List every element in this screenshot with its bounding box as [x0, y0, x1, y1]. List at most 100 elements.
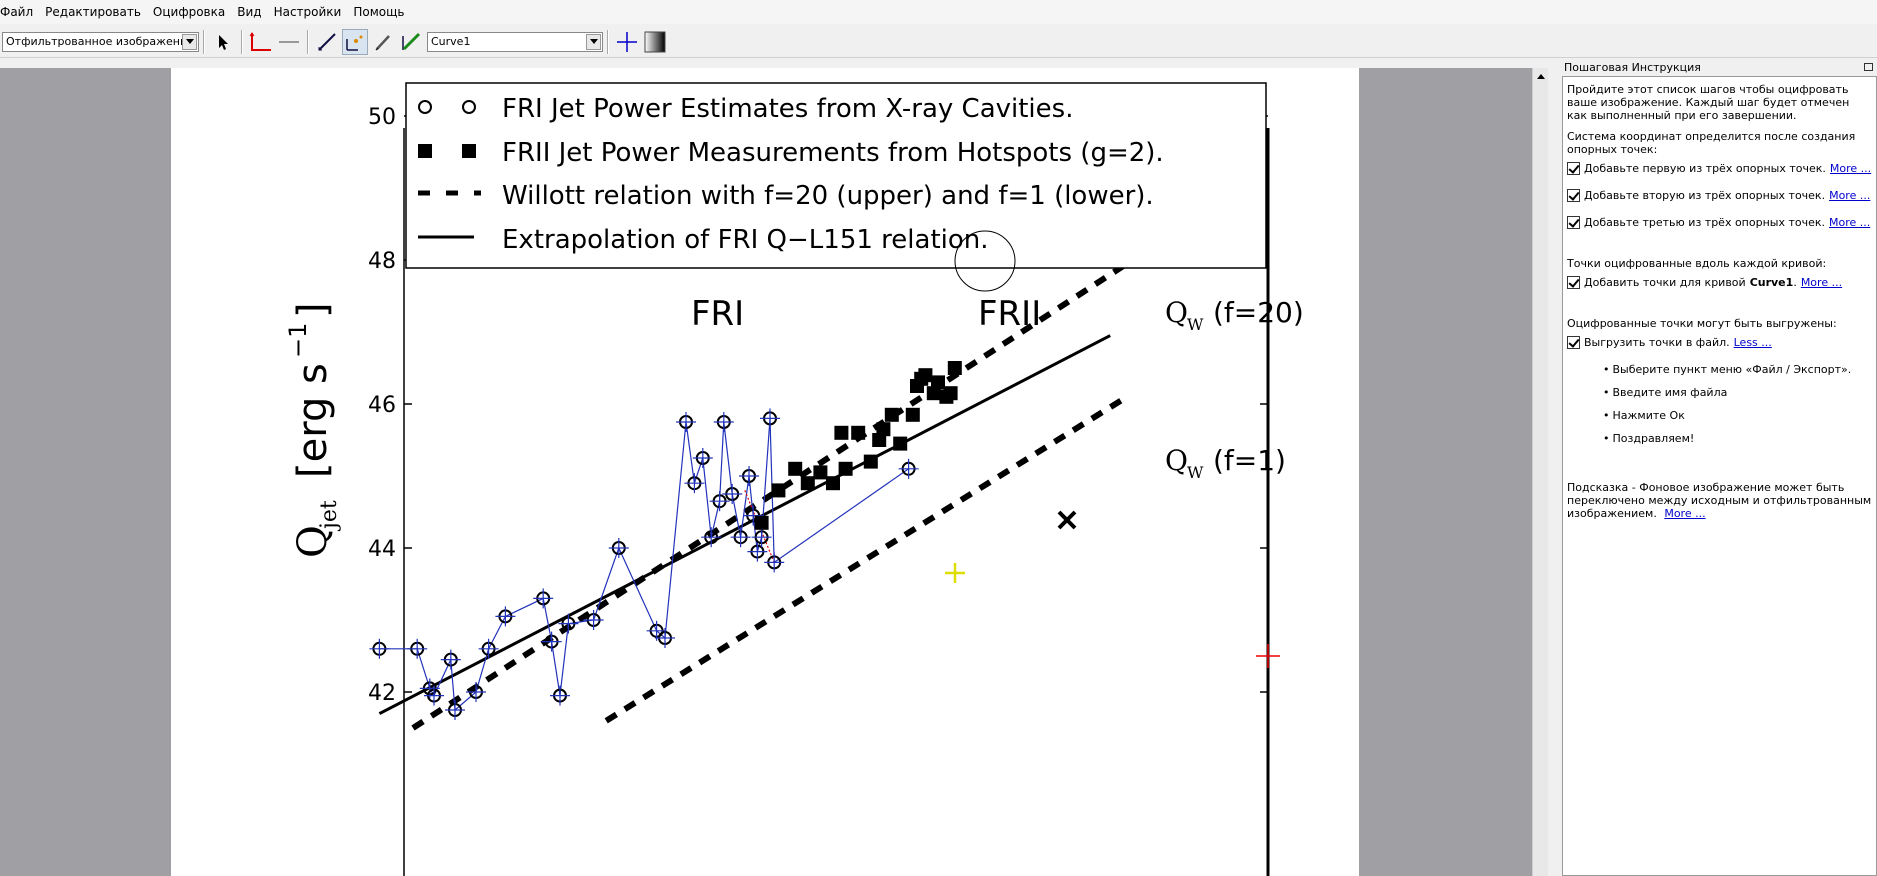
y-axis-unit-sup: −1 — [284, 323, 312, 358]
select-tool-button[interactable] — [210, 29, 236, 55]
checkbox-checked-icon — [1567, 162, 1580, 175]
scroll-up-icon[interactable] — [1533, 68, 1548, 84]
frii-point — [918, 368, 933, 383]
y-axis-q: Q — [290, 525, 336, 558]
curve-select-value: Curve1 — [431, 34, 471, 48]
lower-line-label: Q W (f=1) — [1165, 444, 1286, 482]
curve-select[interactable]: Curve1 — [427, 31, 603, 52]
legend-entry-willott: Willott relation with f=20 (upper) and f… — [502, 181, 1154, 211]
frii-point — [838, 461, 853, 476]
step-curve: Добавить точки для кривой Curve1. More .… — [1567, 276, 1872, 289]
axis-points-tool-button[interactable] — [248, 29, 274, 55]
curve-text: Точки оцифрованные вдоль каждой кривой: — [1567, 257, 1827, 270]
vertical-scrollbar[interactable] — [1532, 68, 1548, 876]
frii-point — [788, 461, 803, 476]
cursor-icon — [219, 34, 228, 50]
selection-marker[interactable] — [945, 563, 965, 583]
frii-point — [893, 436, 908, 451]
axis-point-marker[interactable] — [1256, 644, 1280, 668]
toolbar-separator — [607, 29, 609, 54]
checklist-body: Пройдите этот список шагов чтобы оцифров… — [1562, 76, 1877, 876]
y-tick-label: 44 — [368, 537, 396, 562]
color-picker-tool-button[interactable] — [370, 29, 396, 55]
step-text: Добавить точки для кривой — [1584, 276, 1746, 289]
menu-view[interactable]: Вид — [237, 5, 262, 19]
bullet-item: Введите имя файла — [1603, 386, 1872, 399]
frii-point — [800, 476, 815, 491]
cursor-circle — [954, 230, 1016, 292]
frii-point — [943, 386, 958, 401]
chevron-down-icon[interactable] — [586, 33, 601, 50]
menu-digitize[interactable]: Оцифровка — [152, 5, 226, 19]
more-link[interactable]: More ... — [1829, 189, 1871, 202]
y-tick-label: 48 — [368, 249, 396, 274]
checkbox-checked-icon — [1567, 189, 1580, 202]
menu-edit[interactable]: Редактировать — [45, 5, 141, 19]
menu-settings[interactable]: Настройки — [273, 5, 342, 19]
menu-help[interactable]: Помощь — [353, 5, 405, 19]
legend-marker-open-circle — [462, 100, 476, 114]
gradient-button[interactable] — [642, 29, 668, 55]
more-link[interactable]: More ... — [1829, 216, 1871, 229]
frii-point — [884, 407, 899, 422]
chevron-down-icon[interactable] — [182, 33, 197, 50]
willott-lower-line — [604, 394, 1129, 724]
y-axis-unit-end: ] — [290, 302, 336, 318]
upper-line-q: Q — [1165, 296, 1188, 329]
step-text: Добавьте первую из трёх опорных точек. — [1584, 162, 1826, 175]
upper-line-f: (f=20) — [1213, 296, 1304, 329]
step-axis-2: Добавьте вторую из трёх опорных точек. M… — [1567, 189, 1872, 202]
image-page: 42 44 46 48 50 Q jet [erg s −1 ] FRI FRII Q … — [171, 68, 1359, 876]
segment-fill-tool-button[interactable] — [398, 29, 424, 55]
more-link[interactable]: More ... — [1664, 507, 1706, 520]
gradient-icon — [644, 31, 666, 52]
frii-point — [813, 465, 828, 480]
legend-marker-filled-square — [462, 144, 476, 158]
coord-text: Система координат определится после созд… — [1567, 130, 1856, 156]
curve-points-icon — [318, 32, 336, 51]
checklist-panel: Пошаговая Инструкция Пройдите этот списо… — [1562, 60, 1877, 876]
checkbox-checked-icon — [1567, 216, 1580, 229]
point-match-tool-button[interactable] — [342, 28, 368, 55]
toolbar-separator — [307, 29, 309, 54]
background-view-select[interactable]: Отфильтрованное изображение — [2, 31, 199, 52]
legend-entry-frii: FRII Jet Power Measurements from Hotspot… — [502, 138, 1164, 168]
frii-point — [826, 476, 840, 491]
toolbar-separator — [203, 29, 205, 54]
hint-text: Подсказка - Фоновое изображение может бы… — [1567, 481, 1872, 520]
toolbar: Отфильтрованное изображение Curve1 — [0, 26, 1877, 58]
curve-name: Curve1 — [1749, 276, 1794, 289]
frii-point — [905, 407, 920, 422]
float-icon[interactable] — [1864, 63, 1873, 71]
menu-file[interactable]: Файл — [0, 5, 34, 19]
frii-point — [834, 425, 849, 440]
relation-lines — [378, 261, 1129, 731]
export-text: Оцифрованные точки могут быть выгружены: — [1567, 317, 1837, 330]
y-tick-label: 42 — [368, 681, 396, 706]
more-link[interactable]: More ... — [1829, 162, 1872, 175]
more-link[interactable]: More ... — [1800, 276, 1843, 289]
crosshair-button[interactable] — [614, 29, 640, 55]
legend-marker-open-circle — [418, 100, 432, 114]
less-link[interactable]: Less ... — [1733, 336, 1772, 349]
lower-line-sub: W — [1187, 463, 1204, 482]
point-match-icon — [346, 35, 363, 51]
background-view-value: Отфильтрованное изображение — [6, 34, 194, 48]
digitized-curve — [379, 418, 909, 712]
y-axis-unit: [erg s — [290, 363, 336, 478]
legend-entry-fri: FRI Jet Power Estimates from X-ray Cavit… — [502, 94, 1073, 124]
y-axis-title: Q jet [erg s −1 ] — [284, 302, 342, 558]
document-canvas[interactable]: 42 44 46 48 50 Q jet [erg s −1 ] FRI FRII Q … — [0, 68, 1532, 876]
step-axis-3: Добавьте третью из трёх опорных точек. M… — [1567, 216, 1872, 229]
upper-line-label: Q W (f=20) — [1165, 296, 1304, 334]
region-fri-label: FRI — [691, 294, 744, 334]
willott-upper-line — [411, 261, 1129, 731]
axes-icon — [249, 31, 271, 51]
segment-fill-icon — [402, 32, 421, 50]
menu-bar: Файл Редактировать Оцифровка Вид Настрой… — [0, 0, 1877, 24]
scale-bar-tool-button[interactable] — [276, 29, 302, 55]
y-axis-sub: jet — [317, 500, 342, 532]
bullet-item: Выберите пункт меню «Файл / Экспорт». — [1603, 363, 1872, 376]
cross-marker — [1057, 510, 1077, 530]
curve-points-tool-button[interactable] — [314, 29, 340, 55]
